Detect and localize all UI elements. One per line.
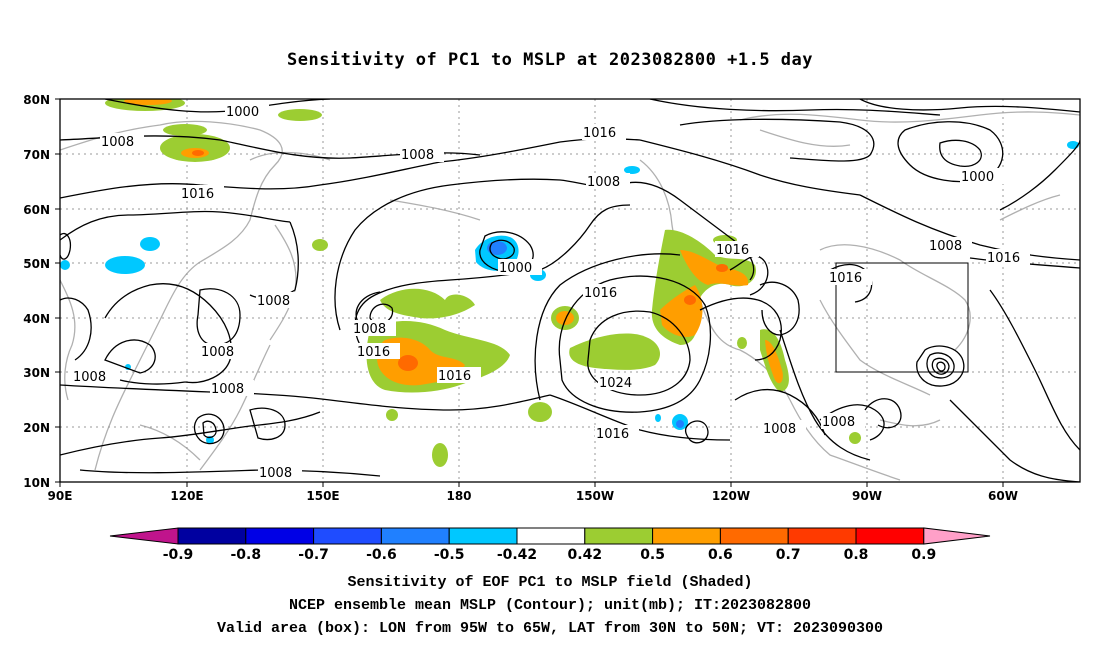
colorbar-labels: -0.9 -0.8 -0.7 -0.6 -0.5 -0.42 0.42 0.5 0.6 0.7 0.… — [163, 547, 937, 563]
colorbar-tick-label: 0.8 — [844, 547, 869, 563]
colorbar-tick-label: -0.7 — [298, 547, 329, 563]
contour-label: 1016 — [181, 187, 214, 202]
contour-label: 1008 — [73, 370, 106, 385]
colorbar-high-arrow — [923, 527, 991, 545]
lon-label: 150E — [306, 489, 339, 503]
colorbar-tick-label: -0.6 — [366, 547, 397, 563]
colorbar-bin — [516, 527, 586, 545]
lon-label: 90W — [852, 489, 882, 503]
colorbar-tick-label: 0.9 — [911, 547, 936, 563]
contour-label: 1008 — [822, 415, 855, 430]
latitude-labels: 80N 70N 60N 50N 40N 30N 20N 10N — [23, 93, 50, 490]
lat-label: 20N — [23, 421, 50, 435]
colorbar-bin — [245, 527, 315, 545]
caption-line-1: Sensitivity of EOF PC1 to MSLP field (Sh… — [347, 574, 753, 591]
lat-label: 30N — [23, 366, 50, 380]
colorbar-bin — [652, 527, 721, 545]
contour-label: 1016 — [716, 243, 749, 258]
valid-area-box — [835, 262, 969, 373]
contour-label: 1008 — [201, 345, 234, 360]
contour-label: 1016 — [596, 427, 629, 442]
contour-label: 1000 — [226, 105, 259, 120]
contour-label: 1000 — [499, 261, 532, 276]
colorbar-bin — [380, 527, 450, 545]
contour-labels: 1000 1008 1008 1016 1016 1008 1000 1008 … — [72, 103, 1030, 481]
contour-label: 1016 — [583, 126, 616, 141]
contour-label: 1008 — [763, 422, 796, 437]
contour-label: 1016 — [829, 271, 862, 286]
lat-label: 70N — [23, 148, 50, 162]
lat-label: 40N — [23, 312, 50, 326]
contour-label: 1008 — [257, 294, 290, 309]
colorbar-tick-label: 0.5 — [640, 547, 665, 563]
colorbar-tick-label: -0.9 — [163, 547, 194, 563]
contour-label: 1016 — [357, 345, 390, 360]
lon-label: 120E — [170, 489, 203, 503]
lon-label: 90E — [48, 489, 73, 503]
contour-label: 1008 — [929, 239, 962, 254]
colorbar-bin — [313, 527, 382, 545]
grid-lines — [60, 99, 1080, 482]
colorbar-bin — [448, 527, 518, 545]
contour-label: 1000 — [961, 170, 994, 185]
colorbar-tick-label: -0.5 — [434, 547, 465, 563]
lon-label: 180 — [446, 489, 471, 503]
contour-label: 1008 — [587, 175, 620, 190]
lat-label: 50N — [23, 257, 50, 271]
colorbar — [109, 527, 991, 545]
contour-label: 1016 — [584, 286, 617, 301]
colorbar-low-arrow — [109, 527, 179, 545]
lat-label: 10N — [23, 476, 50, 490]
sensitivity-shading — [60, 99, 1079, 467]
longitude-labels: 90E 120E 150E 180 150W 120W 90W 60W — [48, 489, 1018, 503]
colorbar-bin — [787, 527, 857, 545]
contour-label: 1016 — [438, 369, 471, 384]
figure-title: Sensitivity of PC1 to MSLP at 2023082800… — [286, 50, 813, 70]
lon-label: 60W — [988, 489, 1018, 503]
caption-line-2: NCEP ensemble mean MSLP (Contour); unit(… — [288, 597, 812, 614]
colorbar-bin — [584, 527, 654, 545]
colorbar-tick-label: 0.6 — [708, 547, 733, 563]
lon-label: 150W — [576, 489, 614, 503]
plot-frame — [59, 98, 1081, 483]
lon-label: 120W — [712, 489, 750, 503]
colorbar-bin — [177, 527, 247, 545]
colorbar-tick-label: -0.42 — [497, 547, 537, 563]
colorbar-bin — [719, 527, 789, 545]
plot-area — [60, 99, 1080, 482]
colorbar-tick-label: 0.7 — [776, 547, 801, 563]
lat-label: 60N — [23, 203, 50, 217]
colorbar-tick-label: 0.42 — [568, 547, 603, 563]
colorbar-bin — [855, 527, 925, 545]
caption-line-3: Valid area (box): LON from 95W to 65W, L… — [216, 620, 884, 637]
contour-label: 1008 — [353, 322, 386, 337]
contour-label: 1008 — [101, 135, 134, 150]
lat-label: 80N — [23, 93, 50, 107]
colorbar-tick-label: -0.8 — [230, 547, 261, 563]
contour-label: 1016 — [987, 251, 1020, 266]
contour-label: 1008 — [259, 466, 292, 481]
axis-ticks — [55, 98, 1004, 487]
contour-label: 1008 — [211, 382, 244, 397]
contour-label: 1008 — [401, 148, 434, 163]
contour-label: 1024 — [599, 376, 632, 391]
